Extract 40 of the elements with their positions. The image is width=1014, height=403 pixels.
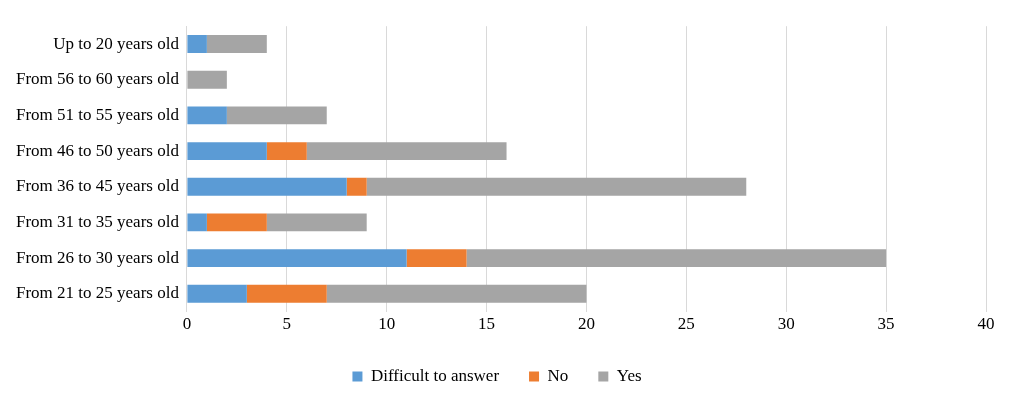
bar <box>187 213 207 232</box>
legend-label: No <box>547 365 569 385</box>
y-tick-label: From 31 to 35 years old <box>16 211 180 231</box>
x-tick-label: 25 <box>677 314 695 334</box>
bar <box>246 284 327 303</box>
bar <box>266 213 367 232</box>
bar <box>366 177 747 196</box>
y-tick-label: From 51 to 55 years old <box>16 104 180 124</box>
x-tick-label: 15 <box>478 314 496 334</box>
bar <box>187 284 247 303</box>
x-tick-label: 40 <box>977 314 995 334</box>
x-tick-label: 5 <box>282 314 292 334</box>
bar <box>206 35 267 53</box>
bar <box>187 70 227 89</box>
x-tick-label: 30 <box>777 314 795 334</box>
y-tick-label: From 26 to 30 years old <box>16 247 180 267</box>
y-tick-label: Up to 20 years old <box>53 33 180 53</box>
y-tick-label: From 36 to 45 years old <box>16 176 180 196</box>
bar <box>266 142 307 160</box>
bar <box>346 177 367 196</box>
bar <box>187 249 407 268</box>
x-tick-label: 0 <box>182 314 192 334</box>
bar <box>206 213 267 232</box>
bar <box>466 249 887 268</box>
legend-label: Yes <box>616 365 642 385</box>
y-tick-label: From 56 to 60 years old <box>16 69 180 89</box>
bar <box>306 142 507 160</box>
bar <box>187 35 207 53</box>
y-tick-label: From 46 to 50 years old <box>16 140 180 160</box>
bar <box>406 249 467 268</box>
x-tick-label: 20 <box>577 314 595 334</box>
bar <box>326 284 587 303</box>
legend-label: Difficult to answer <box>370 365 500 385</box>
x-tick-label: 35 <box>877 314 895 334</box>
bar <box>187 177 347 196</box>
y-tick-label: From 21 to 25 years old <box>16 283 180 303</box>
bar <box>226 106 327 125</box>
bar <box>187 142 267 160</box>
x-tick-label: 10 <box>378 314 396 334</box>
bar <box>187 106 227 125</box>
